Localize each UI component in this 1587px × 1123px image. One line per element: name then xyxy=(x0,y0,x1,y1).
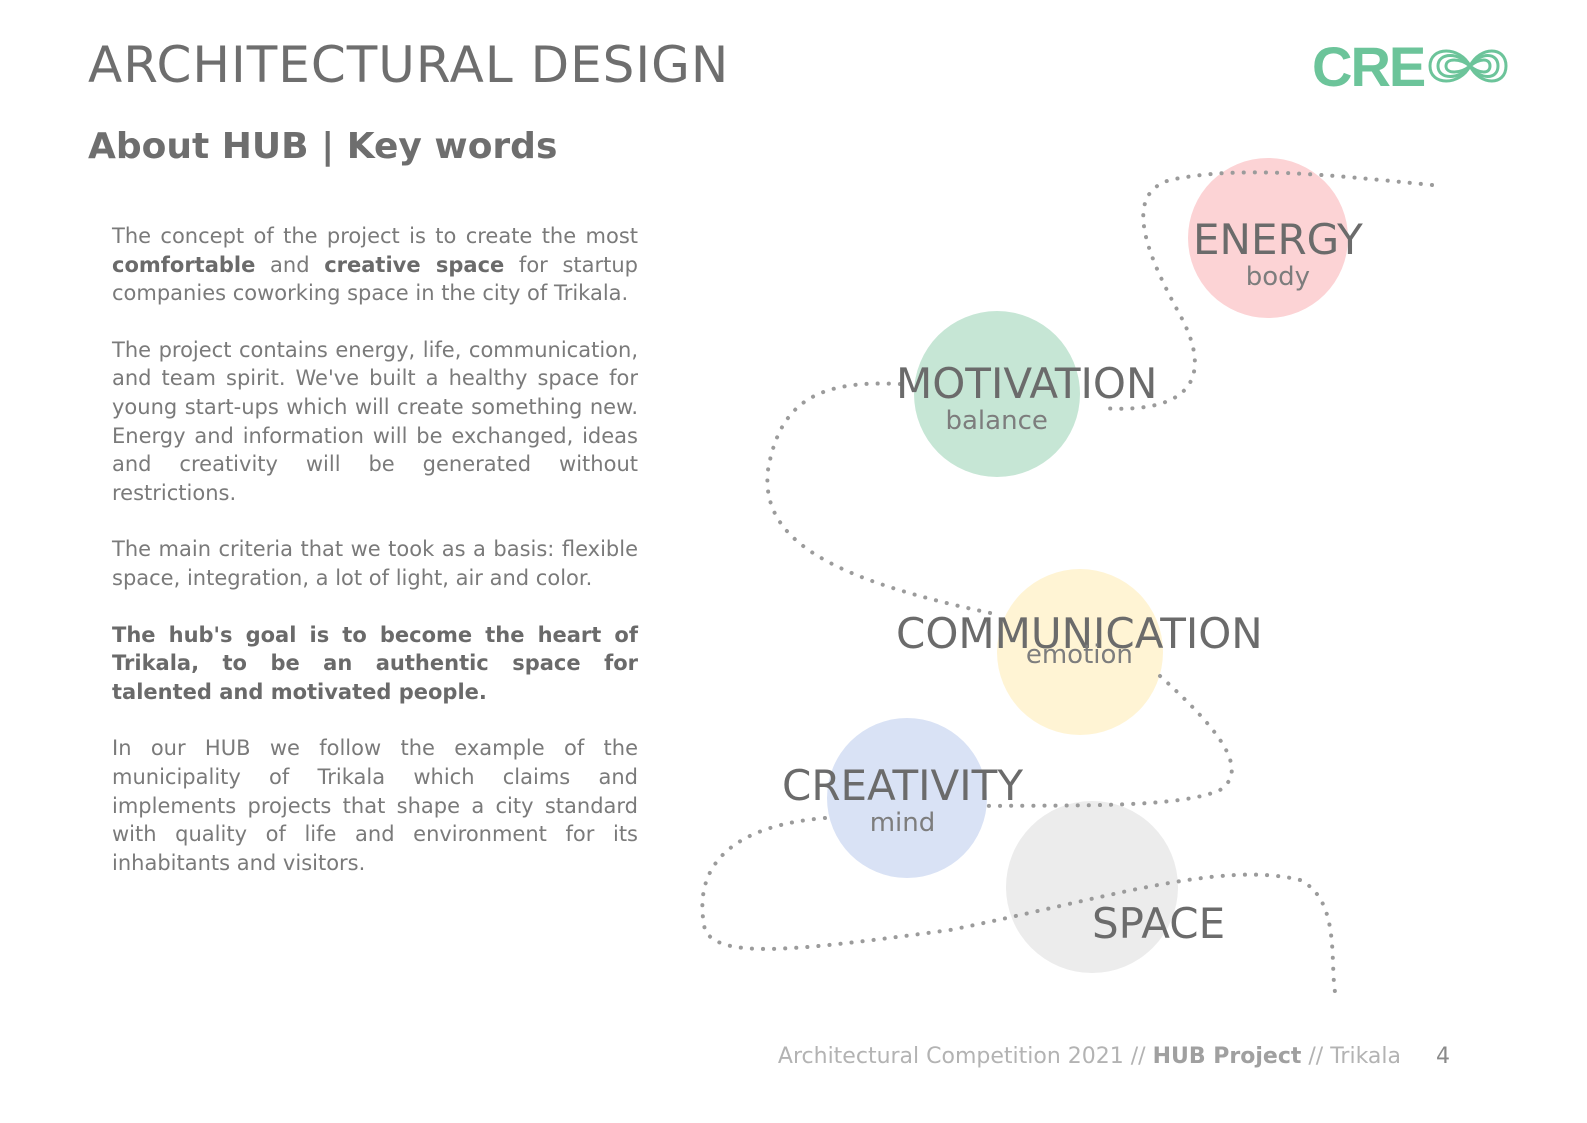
keyword-motivation: MOTIVATION balance xyxy=(896,359,1158,437)
circle-communication xyxy=(997,569,1163,735)
keywords-diagram: ENERGY body MOTIVATION balance COMMUNICA… xyxy=(680,140,1540,1020)
circle-motivation xyxy=(914,311,1080,477)
paragraph-example: In our HUB we follow the example of the … xyxy=(112,736,638,875)
keyword-energy: ENERGY body xyxy=(1193,215,1363,293)
page-subtitle: About HUB | Key words xyxy=(88,126,558,167)
page-number: 4 xyxy=(1436,1044,1450,1069)
logo-text: CRE xyxy=(1312,35,1425,98)
dotted-path-lines xyxy=(700,158,1434,994)
paragraph-contents: The project contains energy, life, commu… xyxy=(112,337,638,505)
page-title: ARCHITECTURAL DESIGN xyxy=(88,36,730,94)
creo-logo: CRE xyxy=(1312,35,1508,98)
dotted-line-motivation xyxy=(765,381,1002,617)
circle-creativity xyxy=(827,718,987,878)
logo-infinity-icon xyxy=(1428,49,1508,83)
bold-creative-space: creative space xyxy=(324,252,505,277)
paragraph-concept: The concept of the project is to create … xyxy=(112,224,638,306)
keyword-space: SPACE xyxy=(1092,899,1226,948)
paragraph-goal: The hub's goal is to become the heart of… xyxy=(112,622,638,704)
keyword-communication: COMMUNICATION emotion xyxy=(896,609,1263,671)
footer-project: HUB Project xyxy=(1152,1044,1302,1069)
footer-text: Architectural Competition 2021 // HUB Pr… xyxy=(777,1044,1401,1069)
dotted-line-top xyxy=(1098,170,1434,411)
dotted-line-creativity xyxy=(700,816,1337,994)
body-text: The concept of the project is to create … xyxy=(112,222,638,905)
bold-comfortable: comfortable xyxy=(112,252,256,277)
circle-energy xyxy=(1188,158,1348,318)
keyword-creativity: CREATIVITY mind xyxy=(782,761,1023,839)
circle-space xyxy=(1006,801,1178,973)
paragraph-criteria: The main criteria that we took as a basi… xyxy=(112,537,638,590)
